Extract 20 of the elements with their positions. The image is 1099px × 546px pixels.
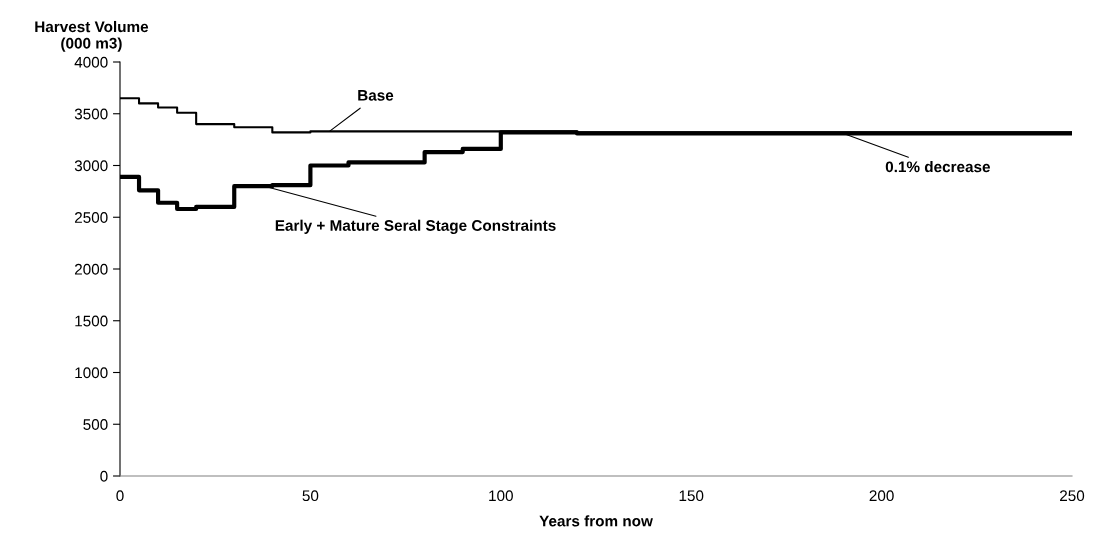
y-tick-label: 4000 bbox=[74, 56, 108, 68]
x-axis-title: Years from now bbox=[539, 515, 653, 527]
y-tick-label: 3000 bbox=[74, 160, 108, 172]
y-tick-label: 2500 bbox=[74, 212, 108, 223]
y-tick-label: 1000 bbox=[75, 367, 108, 379]
y-tick-label: 0 bbox=[100, 470, 108, 482]
x-tick-label: 0 bbox=[116, 490, 124, 502]
y-axis-title: Harvest Volume (000 m3) bbox=[35, 20, 149, 52]
annotation: 0.1% decrease bbox=[885, 161, 990, 173]
y-tick-label: 1500 bbox=[75, 315, 108, 327]
y-tick-label: 2000 bbox=[74, 263, 108, 275]
x-tick-label: 250 bbox=[1060, 490, 1085, 502]
annotation: Base bbox=[358, 90, 394, 101]
x-tick-label: 200 bbox=[869, 490, 894, 502]
x-tick-label: 100 bbox=[489, 490, 513, 502]
x-tick-label: 150 bbox=[679, 490, 704, 502]
annotation: Early + Mature Seral Stage Constraints bbox=[275, 219, 556, 234]
x-tick-label: 50 bbox=[302, 490, 319, 502]
y-tick-label: 500 bbox=[83, 419, 108, 430]
y-tick-label: 3500 bbox=[74, 108, 108, 120]
